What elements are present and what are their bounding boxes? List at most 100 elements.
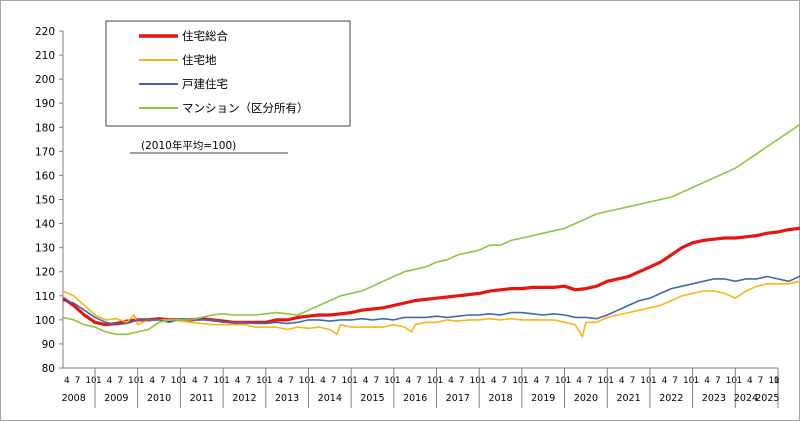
x-month-label: 7 bbox=[75, 376, 81, 386]
x-month-label: 10 bbox=[213, 376, 225, 386]
x-month-label: 4 bbox=[747, 376, 753, 386]
x-month-label: 10 bbox=[598, 376, 610, 386]
x-month-label: 1 bbox=[181, 376, 187, 386]
x-year-label: 2011 bbox=[190, 393, 214, 404]
x-month-label: 7 bbox=[715, 376, 721, 386]
x-year-label: 2021 bbox=[617, 393, 641, 404]
x-month-label: 4 bbox=[235, 376, 241, 386]
x-year-label: 2020 bbox=[574, 393, 598, 404]
x-month-label: 10 bbox=[726, 376, 738, 386]
x-month-label: 10 bbox=[171, 376, 183, 386]
x-month-label: 7 bbox=[288, 376, 294, 386]
x-month-label: 4 bbox=[107, 376, 113, 386]
x-month-label: 4 bbox=[363, 376, 369, 386]
x-month-label: 4 bbox=[704, 376, 710, 386]
x-month-label: 1 bbox=[523, 376, 529, 386]
x-month-label: 4 bbox=[277, 376, 283, 386]
y-tick-label: 160 bbox=[35, 170, 55, 182]
x-month-label: 10 bbox=[512, 376, 524, 386]
x-month-label: 1 bbox=[694, 376, 700, 386]
x-month-label: 1 bbox=[352, 376, 358, 386]
x-month-label: 10 bbox=[299, 376, 311, 386]
x-month-label: 4 bbox=[534, 376, 540, 386]
x-month-label: 1 bbox=[395, 376, 401, 386]
x-month-label: 1 bbox=[224, 376, 230, 386]
y-tick-label: 120 bbox=[35, 267, 55, 279]
y-tick-label: 210 bbox=[35, 50, 55, 62]
x-month-label: 1 bbox=[480, 376, 486, 386]
y-tick-label: 190 bbox=[35, 98, 55, 110]
x-year-label: 2018 bbox=[488, 393, 512, 404]
x-month-label: 4 bbox=[64, 376, 70, 386]
x-month-label: 4 bbox=[491, 376, 497, 386]
x-month-label: 4 bbox=[405, 376, 411, 386]
x-month-label: 7 bbox=[117, 376, 123, 386]
x-year-label: 2009 bbox=[104, 393, 128, 404]
x-month-label: 7 bbox=[459, 376, 465, 386]
x-month-label: 1 bbox=[139, 376, 145, 386]
y-tick-label: 170 bbox=[35, 146, 55, 158]
x-month-label: 7 bbox=[502, 376, 508, 386]
y-tick-label: 110 bbox=[35, 291, 55, 303]
x-month-label: 1 bbox=[96, 376, 102, 386]
y-tick-label: 130 bbox=[35, 243, 55, 255]
x-month-label: 10 bbox=[768, 376, 780, 386]
x-year-label: 2024 bbox=[734, 393, 758, 404]
y-tick-label: 80 bbox=[42, 363, 55, 375]
x-month-label: 1 bbox=[267, 376, 273, 386]
x-year-label: 2019 bbox=[531, 393, 555, 404]
x-month-label: 7 bbox=[373, 376, 379, 386]
x-month-label: 10 bbox=[555, 376, 567, 386]
x-year-label: 2014 bbox=[318, 393, 342, 404]
x-month-label: 1 bbox=[608, 376, 614, 386]
x-month-label: 10 bbox=[341, 376, 353, 386]
x-month-label: 10 bbox=[384, 376, 396, 386]
legend-label: 住宅地 bbox=[182, 53, 217, 67]
x-month-label: 7 bbox=[758, 376, 764, 386]
x-month-label: 10 bbox=[427, 376, 439, 386]
series-line-2 bbox=[62, 280, 800, 338]
x-month-label: 10 bbox=[256, 376, 268, 386]
x-month-label: 10 bbox=[683, 376, 695, 386]
base-note: (2010年平均=100) bbox=[141, 139, 236, 152]
x-year-label: 2016 bbox=[403, 393, 427, 404]
x-year-label: 2025 bbox=[755, 393, 779, 404]
y-tick-label: 200 bbox=[35, 74, 55, 86]
legend-label: 住宅総合 bbox=[182, 29, 228, 43]
x-month-label: 7 bbox=[587, 376, 593, 386]
x-month-label: 7 bbox=[245, 376, 251, 386]
x-year-label: 2023 bbox=[702, 393, 726, 404]
x-year-label: 2015 bbox=[360, 393, 384, 404]
x-month-label: 4 bbox=[576, 376, 582, 386]
x-month-label: 1 bbox=[309, 376, 315, 386]
x-year-label: 2012 bbox=[232, 393, 256, 404]
x-year-label: 2010 bbox=[147, 393, 171, 404]
x-month-label: 7 bbox=[203, 376, 209, 386]
x-month-label: 7 bbox=[544, 376, 550, 386]
series-line-1 bbox=[62, 226, 800, 327]
x-month-label: 1 bbox=[438, 376, 444, 386]
x-month-label: 10 bbox=[470, 376, 482, 386]
x-month-label: 4 bbox=[619, 376, 625, 386]
x-month-label: 7 bbox=[331, 376, 337, 386]
legend-label: 戸建住宅 bbox=[182, 77, 228, 91]
x-year-label: 2017 bbox=[446, 393, 470, 404]
series-line-3 bbox=[62, 275, 800, 326]
x-month-label: 7 bbox=[160, 376, 166, 386]
x-year-label: 2008 bbox=[62, 393, 86, 404]
y-tick-label: 180 bbox=[35, 122, 55, 134]
x-month-label: 7 bbox=[630, 376, 636, 386]
y-tick-label: 100 bbox=[35, 315, 55, 327]
y-tick-label: 150 bbox=[35, 195, 55, 207]
x-month-label: 10 bbox=[85, 376, 97, 386]
x-month-label: 10 bbox=[128, 376, 140, 386]
x-month-label: 10 bbox=[640, 376, 652, 386]
x-year-label: 2022 bbox=[659, 393, 683, 404]
x-month-label: 1 bbox=[736, 376, 742, 386]
y-tick-label: 90 bbox=[42, 339, 55, 351]
x-month-label: 4 bbox=[448, 376, 454, 386]
y-tick-label: 140 bbox=[35, 219, 55, 231]
x-month-label: 1 bbox=[566, 376, 572, 386]
series-line-4 bbox=[62, 123, 800, 336]
